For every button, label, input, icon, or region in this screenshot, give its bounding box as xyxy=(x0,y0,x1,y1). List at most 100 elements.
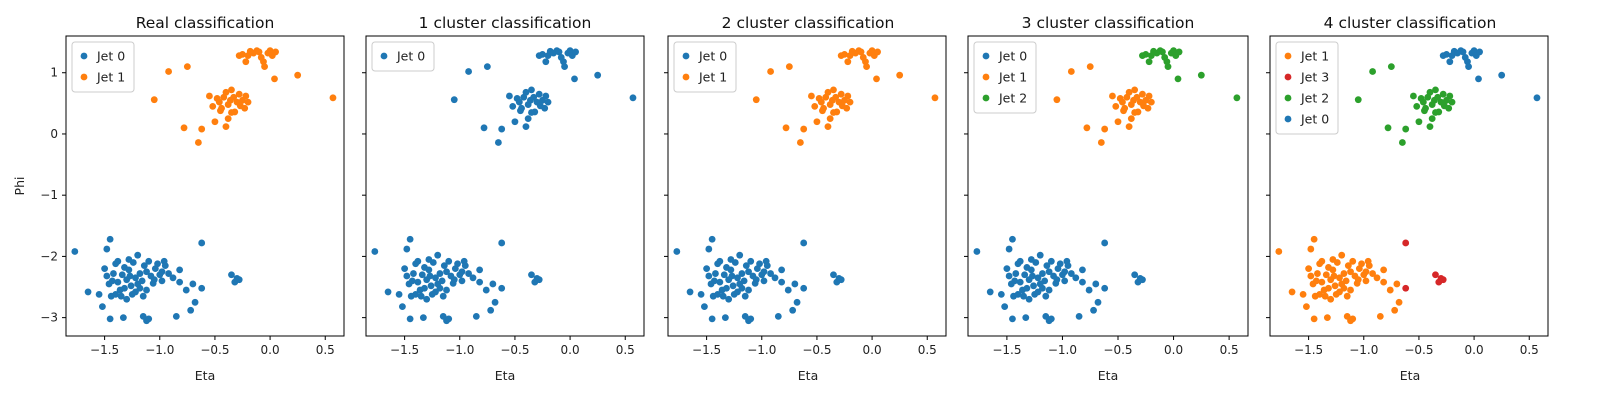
data-point xyxy=(228,271,235,279)
axis-ticks: −1.5 −1.0 −0.5 0.0 0.5 xyxy=(964,72,1239,357)
data-point xyxy=(1131,271,1139,279)
axis-ticks: −1.5 −1.0 −0.5 0.0 0.5 xyxy=(664,72,937,357)
x-tick-label: 0.0 xyxy=(863,343,882,357)
x-axis-label: Eta xyxy=(1098,368,1118,383)
data-point xyxy=(125,256,133,263)
axes-frame xyxy=(667,35,947,337)
data-point xyxy=(1101,239,1109,247)
legend: Jet 0 Jet 1 xyxy=(673,41,737,93)
legend-label: Jet 0 xyxy=(698,49,727,64)
data-point xyxy=(1432,86,1439,94)
data-point xyxy=(710,277,718,285)
data-point xyxy=(198,125,206,133)
data-point xyxy=(187,306,195,314)
data-point xyxy=(425,266,433,274)
data-point xyxy=(440,262,448,269)
data-point xyxy=(705,272,713,280)
data-point xyxy=(161,262,169,269)
data-point xyxy=(443,268,450,276)
data-point xyxy=(813,118,821,126)
data-point xyxy=(1448,98,1456,106)
data-point xyxy=(1428,115,1436,123)
data-point xyxy=(1432,271,1439,279)
axes-frame xyxy=(967,35,1249,337)
data-point xyxy=(106,235,114,243)
data-point xyxy=(436,270,444,277)
data-point xyxy=(747,257,755,265)
data-point xyxy=(1131,109,1139,116)
data-point xyxy=(432,274,439,282)
data-point xyxy=(863,63,870,71)
data-point xyxy=(1393,280,1401,288)
data-point xyxy=(1021,271,1029,279)
data-point xyxy=(1125,88,1133,96)
data-point xyxy=(127,282,135,290)
data-point xyxy=(819,107,826,115)
data-point xyxy=(401,265,409,273)
data-point xyxy=(539,50,546,58)
data-point xyxy=(1305,265,1313,273)
legend-marker xyxy=(982,94,990,102)
data-point xyxy=(1083,124,1091,132)
data-point xyxy=(1020,292,1027,300)
data-point xyxy=(1354,276,1362,284)
data-point xyxy=(158,268,166,276)
data-point xyxy=(1329,256,1337,263)
data-point xyxy=(106,315,114,323)
data-point xyxy=(1029,272,1036,280)
data-point xyxy=(1012,270,1020,277)
data-point xyxy=(542,92,550,100)
data-point xyxy=(235,276,243,284)
data-point xyxy=(1003,265,1011,273)
data-point xyxy=(150,96,158,104)
data-point xyxy=(1465,63,1472,71)
scatter-points xyxy=(973,47,1241,325)
legend: Jet 0 xyxy=(371,41,435,72)
data-point xyxy=(469,274,477,282)
data-point xyxy=(406,235,414,243)
data-point xyxy=(873,75,880,83)
data-point xyxy=(84,288,92,296)
data-point xyxy=(528,271,535,279)
data-point xyxy=(1432,109,1439,116)
data-point xyxy=(114,257,122,265)
x-tick-label: 0.0 xyxy=(1164,343,1183,357)
data-point xyxy=(1039,270,1046,277)
data-point xyxy=(824,123,832,131)
x-tick-label: −1.5 xyxy=(1294,343,1323,357)
axes-frame xyxy=(65,35,345,337)
data-point xyxy=(1045,268,1053,276)
data-point xyxy=(1349,257,1357,265)
data-point xyxy=(414,257,422,265)
data-point xyxy=(1174,75,1182,83)
data-point xyxy=(1299,290,1307,298)
legend-label: Jet 3 xyxy=(1300,70,1329,85)
data-point xyxy=(494,139,502,146)
data-point xyxy=(215,98,223,106)
data-point xyxy=(1092,280,1100,288)
data-point xyxy=(230,93,238,101)
legend: Jet 0 Jet 1 xyxy=(71,41,135,93)
data-point xyxy=(439,313,447,320)
data-point xyxy=(1144,104,1152,112)
data-point xyxy=(189,280,197,288)
data-point xyxy=(1330,272,1338,280)
data-point xyxy=(1067,68,1075,75)
data-point xyxy=(1175,48,1183,56)
data-point xyxy=(1053,276,1061,284)
data-point xyxy=(143,268,150,276)
data-point xyxy=(841,50,848,58)
data-point xyxy=(1045,286,1053,294)
data-point xyxy=(406,315,414,323)
data-point xyxy=(506,92,513,100)
legend-marker xyxy=(80,73,88,81)
data-point xyxy=(778,278,786,286)
legend-marker xyxy=(682,52,690,60)
data-point xyxy=(1139,276,1146,284)
data-point xyxy=(134,280,142,288)
data-point xyxy=(808,92,815,100)
data-point xyxy=(498,284,506,292)
data-point xyxy=(784,286,792,294)
data-point xyxy=(1025,295,1033,303)
